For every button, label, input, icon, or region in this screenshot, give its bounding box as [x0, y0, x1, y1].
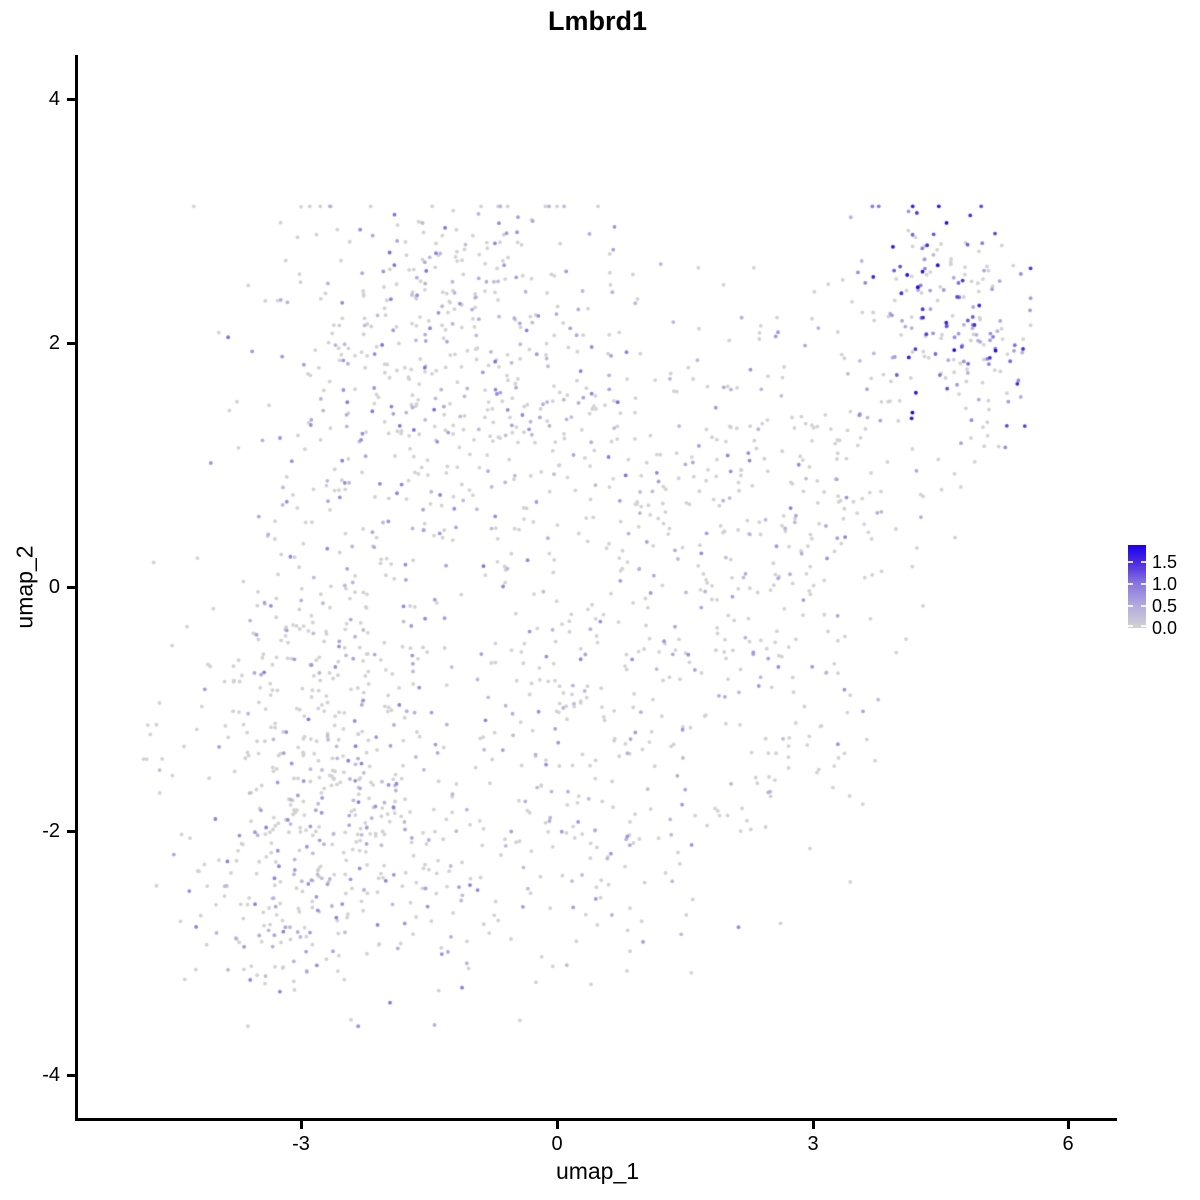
x-axis-line	[75, 1118, 1117, 1121]
colorbar-tick	[1128, 583, 1133, 585]
y-tick-label: -2	[42, 820, 60, 842]
y-tick-mark	[67, 830, 75, 833]
x-tick-label: 3	[807, 1133, 819, 1155]
x-tick-mark	[1067, 1121, 1070, 1129]
colorbar-label: 1.0	[1152, 574, 1178, 594]
y-tick-mark	[67, 98, 75, 101]
x-tick-mark	[556, 1121, 559, 1129]
x-tick-label: 6	[1062, 1133, 1074, 1155]
colorbar-tick	[1128, 561, 1133, 563]
colorbar-tick	[1141, 561, 1146, 563]
y-tick-label: 2	[48, 332, 60, 354]
y-axis-label: umap_2	[11, 545, 38, 629]
colorbar-tick	[1141, 625, 1146, 627]
colorbar-tick	[1128, 605, 1133, 607]
x-tick-mark	[300, 1121, 303, 1129]
colorbar-tick	[1141, 583, 1146, 585]
x-axis-label: umap_1	[555, 1158, 640, 1184]
y-tick-label: 4	[48, 88, 60, 110]
colorbar-tick	[1141, 605, 1146, 607]
y-tick-mark	[67, 1074, 75, 1077]
y-tick-label: -4	[42, 1064, 60, 1086]
x-tick-label: -3	[292, 1133, 310, 1155]
y-axis-line	[75, 55, 78, 1121]
plot-title: Lmbrd1	[547, 6, 647, 36]
x-tick-mark	[812, 1121, 815, 1129]
colorbar-tick	[1128, 625, 1133, 627]
colorbar-label: 0.5	[1152, 596, 1178, 616]
colorbar-label: 0.0	[1152, 618, 1178, 638]
colorbar-label: 1.5	[1152, 552, 1178, 572]
colorbar-gradient	[1128, 545, 1146, 628]
x-tick-label: 0	[551, 1133, 563, 1155]
y-tick-label: 0	[48, 576, 60, 598]
y-tick-mark	[67, 342, 75, 345]
y-tick-mark	[67, 586, 75, 589]
